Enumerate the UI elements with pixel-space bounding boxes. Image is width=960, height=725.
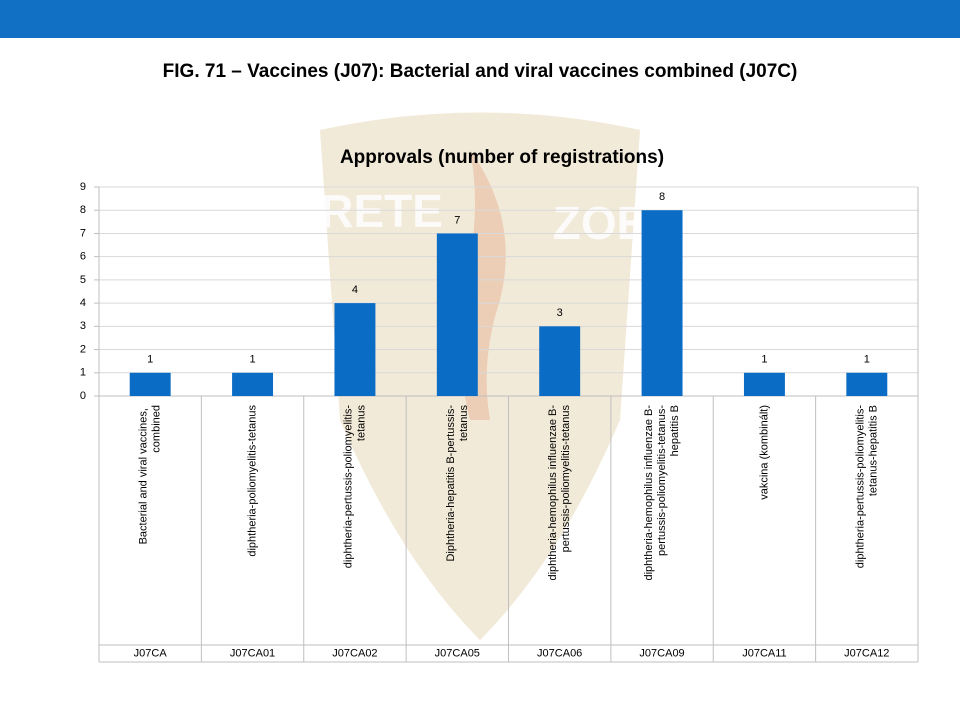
y-tick-label: 7	[80, 227, 86, 239]
data-label: 1	[250, 354, 256, 366]
y-tick-label: 6	[80, 251, 86, 263]
category-code: J07CA02	[332, 647, 377, 659]
category-code: J07CA09	[639, 647, 684, 659]
bar	[743, 372, 785, 396]
category-code: J07CA	[134, 647, 168, 659]
category-code: J07CA11	[742, 647, 786, 659]
bar	[539, 326, 581, 396]
data-label: 4	[352, 284, 358, 296]
category-code: J07CA12	[844, 647, 889, 659]
x-tick-label: vakcina (kombinált)	[758, 405, 770, 500]
y-tick-label: 9	[80, 181, 86, 193]
y-tick-label: 8	[80, 204, 86, 216]
watermark-text: ARETE	[287, 185, 443, 237]
x-tick-label: Diphtheria-hepatitis B-pertussis-tetanus	[445, 405, 470, 562]
bar	[641, 210, 683, 396]
x-tick-label: diphtheria-hemophilus influenzae B-pertu…	[643, 405, 681, 581]
bar	[436, 233, 478, 396]
data-label: 8	[659, 191, 665, 203]
x-tick-label: diphtheria-hemophilus influenzae B-pertu…	[547, 405, 572, 581]
data-label: 7	[454, 214, 460, 226]
bar	[846, 372, 888, 396]
data-label: 1	[761, 354, 767, 366]
bar	[334, 303, 376, 396]
watermark-text: ZOE	[553, 197, 648, 249]
data-label: 1	[147, 354, 153, 366]
y-tick-label: 2	[80, 343, 86, 355]
header-bar	[0, 0, 960, 38]
y-tick-label: 5	[80, 274, 86, 286]
data-label: 3	[557, 307, 563, 319]
category-code: J07CA01	[230, 647, 275, 659]
x-tick-label: diphtheria-pertussis-poliomyelitis-tetan…	[342, 405, 367, 569]
y-tick-label: 3	[80, 320, 86, 332]
slide-title: FIG. 71 – Vaccines (J07): Bacterial and …	[163, 61, 798, 82]
category-code: J07CA05	[435, 647, 480, 659]
bar	[232, 372, 274, 396]
x-tick-label: diphtheria-poliomyelitis-tetanus	[246, 405, 258, 557]
bar	[129, 372, 171, 396]
x-tick-label: Bacterial and viral vaccines, combined	[138, 405, 163, 544]
chart-title: Approvals (number of registrations)	[340, 147, 664, 168]
y-tick-label: 0	[80, 390, 86, 402]
y-tick-label: 1	[80, 367, 86, 379]
data-label: 1	[864, 354, 870, 366]
category-code: J07CA06	[537, 647, 582, 659]
y-tick-label: 4	[80, 297, 86, 309]
x-tick-label: diphtheria-pertussis-poliomyelitis-tetan…	[854, 405, 879, 569]
